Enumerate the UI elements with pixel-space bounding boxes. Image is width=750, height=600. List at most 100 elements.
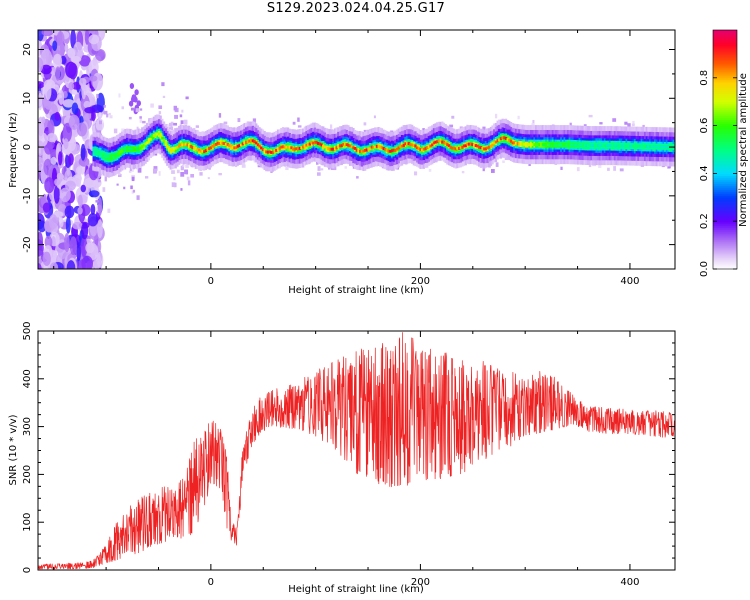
noise-blob bbox=[88, 34, 100, 45]
colorbar-segment bbox=[713, 149, 737, 152]
ridge-cell bbox=[204, 149, 208, 153]
y-tick-label: -10 bbox=[22, 188, 33, 204]
band-halo-dot bbox=[128, 116, 132, 120]
band-halo-dot bbox=[142, 120, 146, 124]
noise-blob bbox=[98, 197, 103, 216]
band-halo-dot bbox=[97, 179, 101, 183]
ridge-cell bbox=[141, 145, 144, 149]
ridge-cell bbox=[285, 145, 288, 149]
band-halo-dot bbox=[161, 82, 165, 87]
ridge-cell bbox=[521, 142, 524, 146]
snr-panel: 0 200 400 0 100 200 300 400 500 Height of straig… bbox=[8, 321, 676, 595]
band-halo-dot bbox=[344, 166, 347, 169]
band-halo-dot bbox=[482, 126, 486, 132]
band-halo-dot bbox=[171, 182, 176, 188]
ridge-cell bbox=[655, 145, 658, 149]
ridge-cell bbox=[474, 144, 477, 147]
colorbar-segment bbox=[713, 225, 737, 228]
band-halo-dot bbox=[108, 112, 111, 116]
ridge-cell bbox=[253, 140, 256, 143]
ridge-cell bbox=[582, 143, 585, 147]
spectrogram-heatmap bbox=[38, 30, 675, 269]
noise-blob bbox=[84, 107, 96, 114]
y-tick-label: 0 bbox=[22, 144, 33, 150]
ridge-cell bbox=[360, 150, 363, 153]
ridge-cell bbox=[511, 141, 514, 145]
band-halo-dot bbox=[135, 108, 140, 113]
ridge-cell bbox=[644, 144, 647, 148]
colorbar-segment bbox=[713, 73, 737, 77]
ridge-cell bbox=[198, 148, 201, 152]
ridge-cell bbox=[558, 143, 561, 147]
ridge-cell bbox=[456, 146, 459, 150]
noise-blob bbox=[78, 156, 90, 167]
colorbar-segment bbox=[713, 47, 737, 51]
band-halo-dot bbox=[482, 166, 485, 172]
ridge-cell bbox=[302, 145, 305, 149]
ridge-cell bbox=[214, 142, 218, 146]
noise-blob bbox=[62, 122, 72, 143]
ridge-cell bbox=[392, 148, 395, 152]
colorbar-segment bbox=[713, 253, 737, 256]
colorbar-segment bbox=[713, 49, 737, 53]
ridge-cell bbox=[174, 146, 177, 150]
band-halo-dot bbox=[627, 123, 631, 127]
ridge-cell bbox=[100, 153, 104, 157]
ridge-cell bbox=[350, 145, 353, 149]
noise-blob bbox=[70, 30, 76, 49]
ridge-cell bbox=[600, 144, 603, 147]
ridge-cell bbox=[142, 143, 146, 147]
colorbar-segment bbox=[713, 143, 737, 147]
ridge-cell bbox=[124, 147, 127, 151]
ridge-cell bbox=[295, 147, 298, 151]
band-halo-dot bbox=[414, 171, 418, 176]
ridge-cell bbox=[206, 148, 209, 151]
y-tick-label: 20 bbox=[22, 43, 33, 56]
ridge-cell bbox=[664, 145, 667, 149]
band-halo-dot bbox=[113, 128, 118, 134]
ridge-cell bbox=[434, 140, 437, 144]
ridge-cell bbox=[555, 143, 558, 147]
ridge-cell bbox=[615, 144, 618, 148]
band-halo-dot bbox=[252, 118, 257, 124]
spectrogram-panel: 0 200 400 -20 -10 0 10 20 Height of straight li… bbox=[8, 29, 676, 296]
ridge-cell bbox=[531, 143, 534, 147]
ridge-cell bbox=[513, 141, 516, 145]
band-halo-dot bbox=[158, 171, 161, 176]
ridge-cell bbox=[238, 144, 241, 148]
snr-line bbox=[38, 332, 675, 570]
ridge-cell bbox=[437, 139, 441, 143]
ridge-cell bbox=[260, 146, 263, 150]
noise-blob bbox=[76, 122, 87, 137]
colorbar-segment bbox=[713, 257, 737, 260]
ridge-cell bbox=[327, 147, 330, 151]
colorbar-segment bbox=[713, 43, 737, 47]
colorbar-segment bbox=[713, 229, 737, 232]
colorbar-segment bbox=[713, 179, 737, 182]
ridge-cell bbox=[441, 140, 444, 144]
band-halo-dot bbox=[153, 166, 158, 171]
ridge-cell bbox=[364, 148, 367, 152]
colorbar-tick-label: 0.6 bbox=[699, 118, 710, 134]
band-halo-dot bbox=[631, 123, 635, 127]
ridge-cell bbox=[525, 143, 528, 146]
ridge-cell bbox=[461, 145, 464, 149]
ridge-cell bbox=[107, 155, 110, 159]
ridge-cell bbox=[290, 146, 293, 150]
ridge-cell bbox=[241, 142, 244, 146]
ridge-cell bbox=[102, 154, 105, 158]
noise-blob bbox=[38, 140, 44, 156]
band-halo-dot bbox=[170, 126, 174, 131]
band-halo-dot bbox=[183, 119, 188, 125]
ridge-cell bbox=[575, 143, 578, 147]
band-halo-dot bbox=[106, 113, 109, 118]
noise-blob bbox=[69, 236, 78, 256]
band-halo-dot bbox=[569, 122, 572, 126]
ridge-cell bbox=[429, 144, 432, 148]
ridge-cell bbox=[278, 146, 281, 150]
ridge-cell bbox=[454, 147, 457, 151]
ridge-cell bbox=[654, 145, 657, 149]
ridge-cell bbox=[499, 137, 503, 141]
band-halo-dot bbox=[180, 120, 184, 125]
ridge-cell bbox=[536, 143, 539, 147]
